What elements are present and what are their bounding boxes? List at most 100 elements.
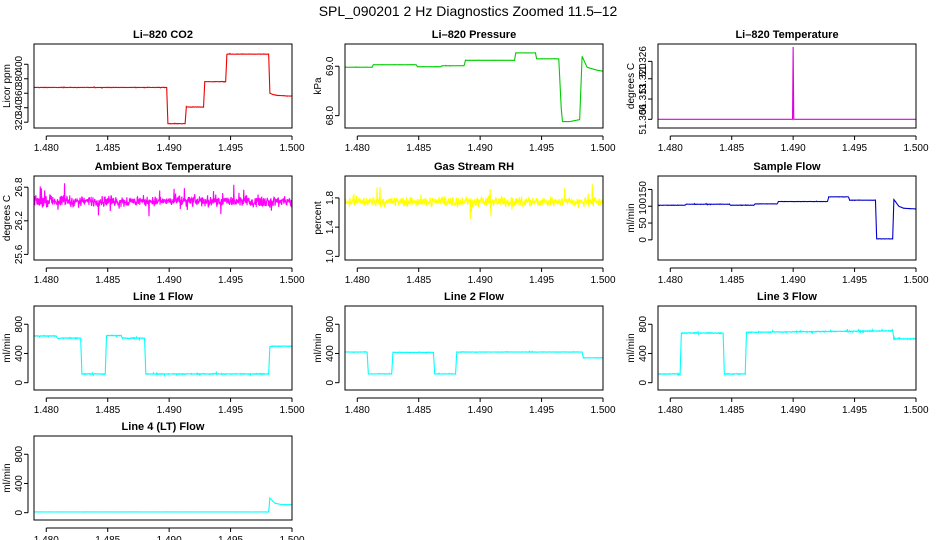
x-tick-label: 1.495 [842,275,867,286]
y-tick-label: 400 [14,55,25,72]
panel-8: Line 3 Flow ml/min 1.480 1.485 1.490 1.495 1.5… [626,291,929,416]
panel-6: Line 1 Flow ml/min 1.480 1.485 1.490 1.495 1.5… [2,291,305,416]
x-tick-label: 1.480 [658,143,683,154]
y-tick-label: 26.8 [14,177,25,197]
panel-title: Sample Flow [753,161,821,173]
panel-3: Ambient Box Temperature degrees C 1.480 1.4… [2,161,305,286]
y-axis-label: kPa [313,77,324,95]
x-tick-label: 1.490 [468,275,493,286]
panel-title: Li–820 CO2 [133,29,193,41]
y-axis-label: percent [313,201,324,235]
x-tick-label: 1.500 [590,405,615,416]
x-tick-label: 1.480 [34,405,59,416]
y-axis-label: degrees C [2,195,13,241]
panel-5: Sample Flow ml/min 1.480 1.485 1.490 1.495 1.5… [626,161,929,286]
y-tick-label: 0 [325,379,336,385]
y-tick-label: 400 [14,475,25,492]
x-tick-label: 1.490 [468,143,493,154]
x-tick-label: 1.485 [406,143,431,154]
panel-0: Li–820 CO2 Licor ppm 1.480 1.485 1.490 1.495 1… [2,29,305,154]
x-tick-label: 1.495 [842,405,867,416]
x-tick-label: 1.485 [406,405,431,416]
x-tick-label: 1.480 [34,275,59,286]
x-tick-label: 1.480 [34,143,59,154]
panel-title: Ambient Box Temperature [95,161,232,173]
y-axis-label: ml/min [626,333,637,362]
x-tick-label: 1.495 [218,275,243,286]
plot-frame [33,435,293,521]
x-tick-label: 1.480 [658,275,683,286]
y-tick-label: 100 [638,197,649,214]
plot-frame [344,43,604,129]
y-tick-label: 69.0 [325,56,336,76]
panel-2: Li–820 Temperature degrees C 1.480 1.485 1.4… [626,29,929,154]
panel-7: Line 2 Flow ml/min 1.480 1.485 1.490 1.495 1.5… [313,291,616,416]
panel-title: Li–820 Pressure [432,29,516,41]
y-axis-label: Licor ppm [2,64,13,108]
y-tick-label: 25.6 [14,244,25,264]
x-tick-label: 1.485 [95,143,120,154]
x-tick-label: 1.485 [719,143,744,154]
plot-frame [33,305,293,391]
series-line [345,350,603,376]
y-tick-label: 51.306 [638,104,649,135]
y-tick-label: 0 [14,509,25,515]
x-tick-label: 1.480 [34,535,59,540]
x-tick-label: 1.480 [345,405,370,416]
x-tick-label: 1.500 [903,275,928,286]
x-tick-label: 1.485 [95,535,120,540]
series-line [34,334,292,378]
y-tick-label: 340 [14,99,25,116]
x-tick-label: 1.480 [345,143,370,154]
panel-4: Gas Stream RH percent 1.480 1.485 1.490 1.495… [313,161,616,286]
panels-group: Li–820 CO2 Licor ppm 1.480 1.485 1.490 1.495 1… [2,29,929,540]
x-tick-label: 1.500 [903,143,928,154]
plot-frame [344,175,604,261]
x-tick-label: 1.490 [157,275,182,286]
y-tick-label: 800 [14,315,25,332]
x-tick-label: 1.500 [590,143,615,154]
x-tick-label: 1.500 [279,535,304,540]
y-tick-label: 0 [638,237,649,243]
x-tick-label: 1.495 [218,143,243,154]
y-tick-label: 400 [14,345,25,362]
plot-frame [657,175,917,261]
x-tick-label: 1.500 [279,275,304,286]
y-axis-label: degrees C [626,63,637,109]
panel-title: Line 1 Flow [133,291,193,303]
y-tick-label: 0 [638,379,649,385]
panel-title: Li–820 Temperature [735,29,838,41]
y-tick-label: 0 [14,379,25,385]
x-tick-label: 1.500 [590,275,615,286]
x-tick-label: 1.490 [781,405,806,416]
y-tick-label: 68.0 [325,105,336,125]
x-tick-label: 1.485 [95,275,120,286]
y-tick-label: 800 [325,315,336,332]
panel-title: Line 2 Flow [444,291,504,303]
plot-frame [33,43,293,129]
x-tick-label: 1.495 [218,405,243,416]
x-tick-label: 1.490 [468,405,493,416]
panel-1: Li–820 Pressure kPa 1.480 1.485 1.490 1.495 1.… [313,29,616,154]
x-tick-label: 1.490 [781,275,806,286]
series-line [658,46,916,120]
y-axis-label: ml/min [626,203,637,232]
y-axis-label: ml/min [313,333,324,362]
y-tick-label: 51.313 [638,83,649,114]
x-tick-label: 1.495 [529,405,554,416]
series-line [345,52,603,123]
series-line [658,196,916,240]
panel-title: Line 4 (LT) Flow [122,421,205,433]
y-tick-label: 400 [325,345,336,362]
y-tick-label: 360 [14,84,25,101]
x-tick-label: 1.500 [279,405,304,416]
x-tick-label: 1.490 [781,143,806,154]
y-tick-label: 1.8 [325,191,336,205]
y-axis-label: ml/min [2,333,13,362]
y-tick-label: 51.326 [638,46,649,77]
x-tick-label: 1.495 [218,535,243,540]
panel-title: Line 3 Flow [757,291,817,303]
x-tick-label: 1.490 [157,143,182,154]
y-tick-label: 50 [638,217,649,229]
